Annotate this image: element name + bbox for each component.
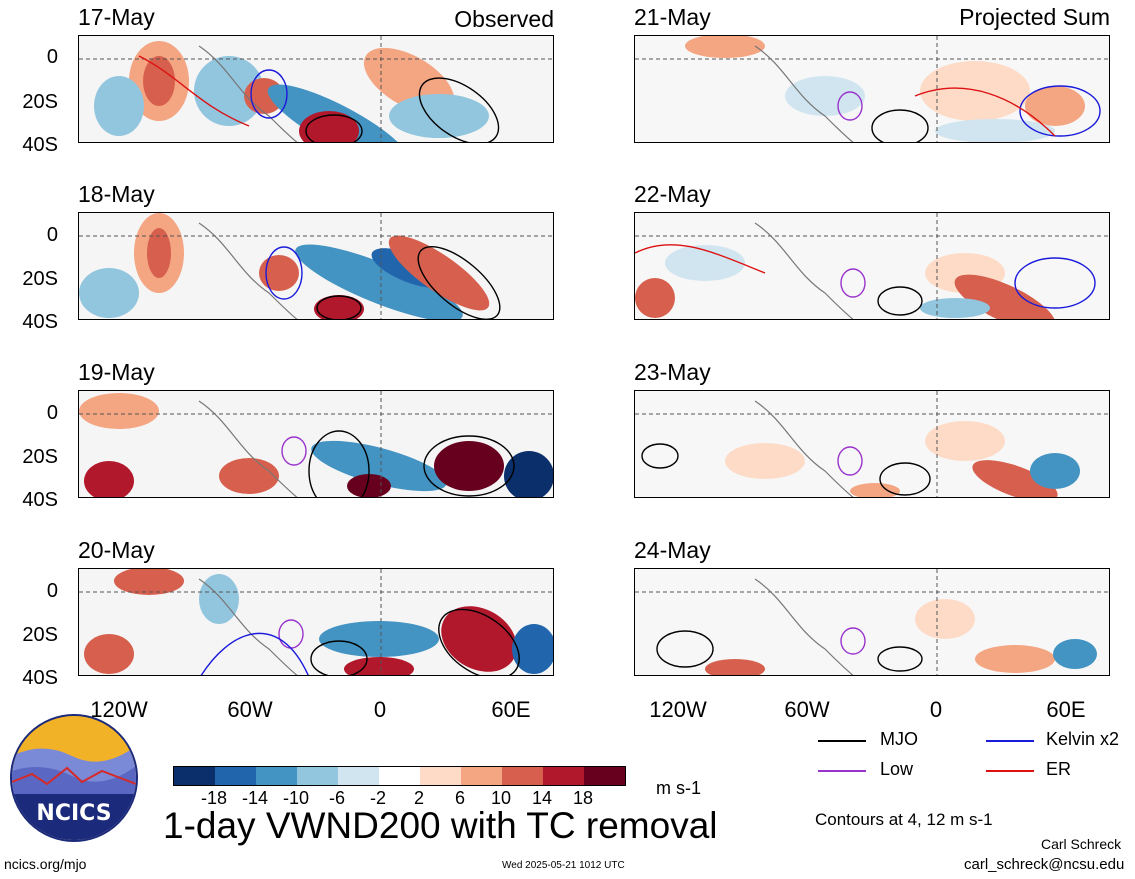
map-panel-left-3 [78, 390, 554, 498]
ytick-40s-row2: 40S [22, 311, 58, 333]
map-panel-right-3 [634, 390, 1110, 498]
colorbar-tick-label: -10 [282, 788, 309, 808]
colorbar-swatch [420, 767, 461, 785]
legend-er-line [986, 770, 1034, 772]
projected-header: Projected Sum [959, 4, 1110, 30]
logo-text: NCICS [36, 801, 111, 826]
colorbar-swatch [379, 767, 420, 785]
legend-kelvin-line [986, 740, 1034, 742]
colorbar-swatch [297, 767, 338, 785]
ncics-logo: NCICS [10, 714, 138, 842]
colorbar-tick-label: 6 [454, 788, 465, 808]
xtick-0-right: 0 [929, 697, 943, 722]
date-label-left-3: 19-May [78, 359, 155, 385]
observed-header: Observed [454, 6, 554, 32]
ytick-0-row4: 0 [46, 580, 58, 602]
xtick-60e-left: 60E [491, 697, 531, 722]
author-name: Carl Schreck [1041, 836, 1122, 852]
xtick-60w-left: 60W [227, 697, 273, 722]
colorbar [173, 766, 626, 786]
ytick-0-row2: 0 [46, 224, 58, 246]
colorbar-swatch [338, 767, 379, 785]
colorbar-tick-label: -18 [200, 788, 227, 808]
ytick-40s-row3: 40S [22, 489, 58, 511]
date-label-left-4: 20-May [78, 537, 155, 563]
map-panel-right-1 [634, 35, 1110, 143]
colorbar-tick-label: 2 [413, 788, 424, 808]
colorbar-swatch [502, 767, 543, 785]
xtick-60w-right: 60W [784, 697, 830, 722]
date-label-left-2: 18-May [78, 181, 155, 207]
ytick-40s-row1: 40S [22, 134, 58, 156]
map-panel-left-2 [78, 212, 554, 320]
date-label-right-2: 22-May [634, 181, 711, 207]
date-label-right-4: 24-May [634, 537, 711, 563]
colorbar-swatch [584, 767, 625, 785]
ytick-20s-row2: 20S [22, 268, 58, 290]
timestamp: Wed 2025-05-21 1012 UTC [502, 860, 625, 871]
author-email: carl_schreck@ncsu.edu [964, 856, 1125, 873]
legend-mjo-line [818, 740, 866, 742]
legend-mjo-label: MJO [880, 729, 918, 749]
xtick-120w-right: 120W [649, 697, 707, 722]
colorbar-tick-label: -2 [369, 788, 386, 808]
xtick-120w-left: 120W [90, 697, 148, 722]
colorbar-tick-label: 10 [490, 788, 512, 808]
ytick-0-row1: 0 [46, 46, 58, 68]
date-label-right-3: 23-May [634, 359, 711, 385]
date-label-right-1: 21-May [634, 4, 711, 30]
ytick-20s-row4: 20S [22, 624, 58, 646]
colorbar-tick-label: 14 [531, 788, 553, 808]
colorbar-swatch [461, 767, 502, 785]
website-link[interactable]: ncics.org/mjo [4, 856, 87, 872]
colorbar-tick-label: -6 [328, 788, 345, 808]
date-label-left-1: 17-May [78, 4, 155, 30]
ytick-20s-row1: 20S [22, 91, 58, 113]
colorbar-swatch [215, 767, 256, 785]
map-panel-right-2 [634, 212, 1110, 320]
main-title: 1-day VWND200 with TC removal [163, 805, 718, 846]
map-panel-left-1 [78, 35, 554, 143]
colorbar-swatch [256, 767, 297, 785]
legend-kelvin-label: Kelvin x2 [1046, 729, 1120, 749]
legend-er-label: ER [1046, 759, 1072, 779]
colorbar-tick-label: -14 [241, 788, 268, 808]
ytick-0-row3: 0 [46, 402, 58, 424]
legend-low-line [818, 770, 866, 772]
map-panel-right-4 [634, 568, 1110, 676]
contours-note: Contours at 4, 12 m s-1 [815, 810, 993, 829]
colorbar-tick-label: 18 [572, 788, 594, 808]
xtick-60e-right: 60E [1046, 697, 1086, 722]
ytick-40s-row4: 40S [22, 667, 58, 689]
legend-low-label: Low [880, 759, 914, 779]
ytick-20s-row3: 20S [22, 446, 58, 468]
colorbar-swatch [174, 767, 215, 785]
map-panel-left-4 [78, 568, 554, 676]
colorbar-swatch [543, 767, 584, 785]
colorbar-units: m s-1 [656, 778, 701, 798]
xtick-0-left: 0 [373, 697, 387, 722]
